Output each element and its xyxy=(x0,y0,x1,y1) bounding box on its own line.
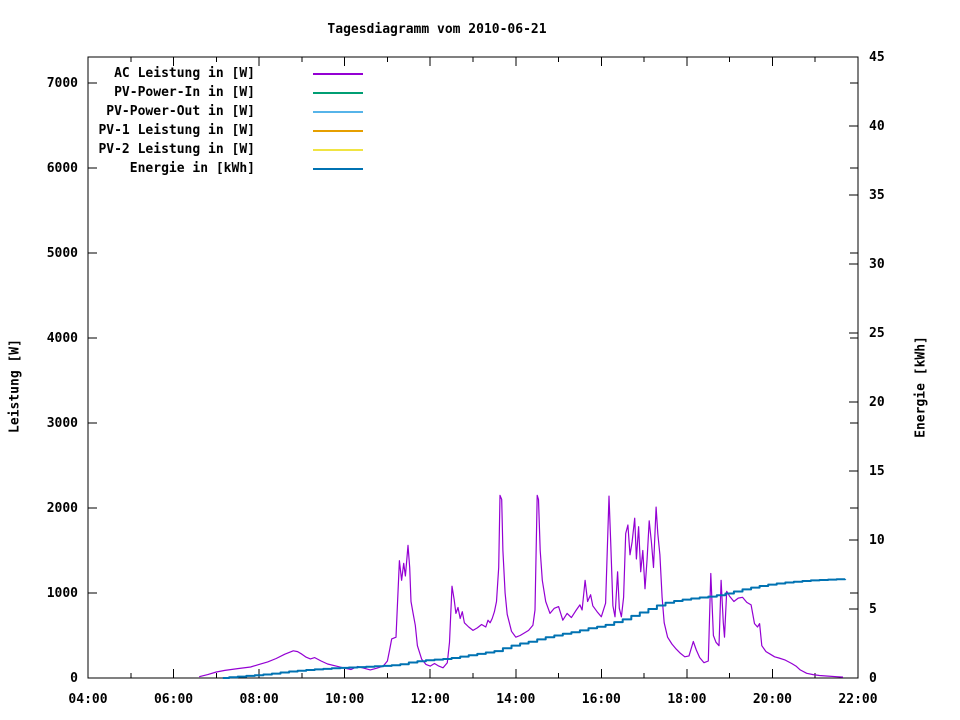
y-left-tick-label: 7000 xyxy=(47,76,78,91)
legend-row: PV-Power-In in [W] xyxy=(0,83,420,102)
x-tick-label: 18:00 xyxy=(667,692,706,707)
x-tick-label: 12:00 xyxy=(411,692,450,707)
series-line-energie-in-kwh xyxy=(222,578,847,679)
legend-swatch xyxy=(313,110,363,113)
legend-label: PV-2 Leistung in [W] xyxy=(98,142,255,157)
x-tick-label: 22:00 xyxy=(838,692,877,707)
y-right-tick-label: 5 xyxy=(869,602,877,617)
series-line-ac-leistung-in-w xyxy=(199,494,844,678)
y-left-axis-title: Leistung [W] xyxy=(7,339,23,433)
chart-title: Tagesdiagramm vom 2010-06-21 xyxy=(327,22,547,37)
legend-swatch xyxy=(313,91,363,94)
y-left-tick-label: 0 xyxy=(70,671,78,686)
x-tick-label: 06:00 xyxy=(154,692,193,707)
y-right-tick-label: 45 xyxy=(869,50,885,65)
y-right-tick-label: 15 xyxy=(869,464,885,479)
y-left-tick-label: 6000 xyxy=(47,161,78,176)
y-right-tick-label: 35 xyxy=(869,188,885,203)
legend-row: Energie in [kWh] xyxy=(0,159,420,178)
legend-label: PV-1 Leistung in [W] xyxy=(98,123,255,138)
y-left-tick-label: 3000 xyxy=(47,416,78,431)
legend-label: Energie in [kWh] xyxy=(129,161,255,176)
y-right-tick-label: 10 xyxy=(869,533,885,548)
x-tick-label: 10:00 xyxy=(325,692,364,707)
legend-label: AC Leistung in [W] xyxy=(114,66,255,81)
y-left-tick-label: 1000 xyxy=(47,586,78,601)
y-right-tick-label: 40 xyxy=(869,119,885,134)
legend-swatch xyxy=(313,129,363,132)
y-right-tick-label: 25 xyxy=(869,326,885,341)
y-right-tick-label: 0 xyxy=(869,671,877,686)
legend-label: PV-Power-In in [W] xyxy=(114,85,255,100)
legend-row: PV-Power-Out in [W] xyxy=(0,102,420,121)
x-tick-label: 16:00 xyxy=(582,692,621,707)
legend-label: PV-Power-Out in [W] xyxy=(106,104,255,119)
x-tick-label: 04:00 xyxy=(68,692,107,707)
y-left-tick-label: 2000 xyxy=(47,501,78,516)
x-tick-label: 20:00 xyxy=(753,692,792,707)
y-right-tick-label: 20 xyxy=(869,395,885,410)
legend-row: PV-1 Leistung in [W] xyxy=(0,121,420,140)
y-left-tick-label: 5000 xyxy=(47,246,78,261)
legend-swatch xyxy=(313,167,363,170)
legend-swatch xyxy=(313,148,363,151)
x-tick-label: 14:00 xyxy=(496,692,535,707)
y-left-tick-label: 4000 xyxy=(47,331,78,346)
x-tick-label: 08:00 xyxy=(240,692,279,707)
legend: AC Leistung in [W] PV-Power-In in [W] PV-P… xyxy=(0,64,420,178)
legend-row: AC Leistung in [W] xyxy=(0,64,420,83)
y-right-tick-label: 30 xyxy=(869,257,885,272)
legend-row: PV-2 Leistung in [W] xyxy=(0,140,420,159)
legend-swatch xyxy=(313,72,363,75)
y-right-axis-title: Energie [kWh] xyxy=(913,336,929,438)
